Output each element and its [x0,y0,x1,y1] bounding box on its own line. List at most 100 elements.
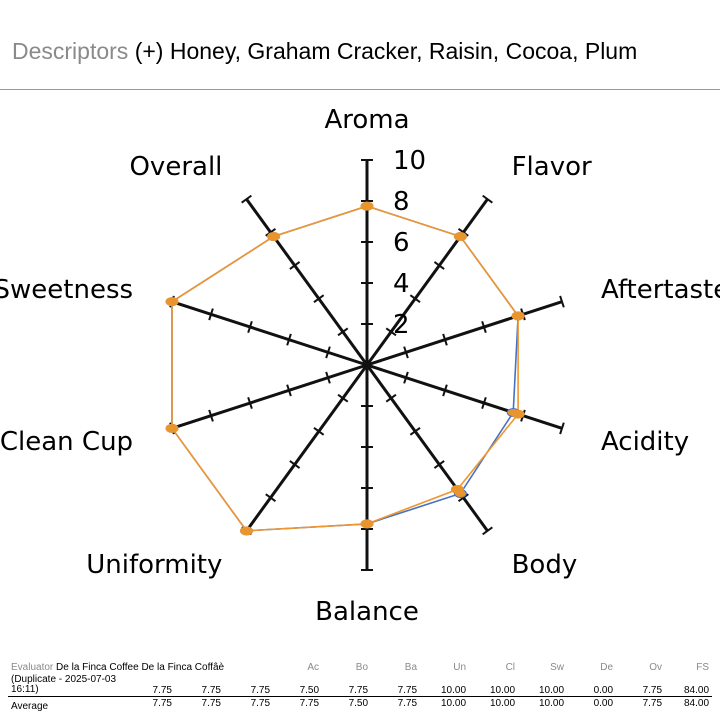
table-row: (Duplicate - 2025-07-03 16:11) 7.75 7.75… [8,675,712,697]
radar-tick [403,346,409,359]
radial-tick-label: 6 [393,228,410,258]
table-cell: 7.75 [397,685,418,696]
table-cell: 0.00 [567,696,617,712]
series-1-point [240,526,254,536]
radar-tick [559,295,565,308]
table-cell: 7.50 [299,685,320,696]
header-divider [0,89,720,90]
series-1-point [165,423,179,433]
radar-axis-overall [245,198,369,366]
col-header: Cl [505,662,516,673]
category-label: Body [512,550,578,580]
category-label: Aftertaste [601,275,720,305]
radar-tick [442,333,448,346]
category-label: Clean Cup [0,427,133,457]
radar-tick [385,393,397,403]
series-1-point [360,519,374,529]
radar-axis-clean-cup [171,363,368,430]
series-1-point [165,297,179,307]
col-header: Ac [307,662,320,673]
table-cell: 10.00 [469,696,519,712]
row-label: (Duplicate - 2025-07-03 16:11) [11,674,117,695]
evaluator-label: Evaluator [11,662,54,673]
table-cell: 7.75 [616,696,666,712]
category-label: Uniformity [86,550,222,580]
table-cell: 7.75 [152,685,172,696]
series-0-line [171,205,519,532]
radar-chart: 2 4 6 8 10 Aroma Flavor Aftertaste Acidity Body Ba… [0,105,720,627]
col-header: Un [453,662,467,673]
series-1-point [453,231,467,241]
radar-tick [337,327,349,337]
radar-axis-body [365,364,489,532]
table-cell: 7.75 [642,685,663,696]
radar-tick [325,371,331,384]
radar-tick [442,384,448,397]
col-header: Ov [649,662,663,673]
table-cell: 10.00 [490,685,516,696]
radar-tick [247,320,253,334]
series-1-point [360,201,374,211]
radar-axis-aftertaste [366,300,563,367]
radar-axis-uniformity [245,364,369,532]
radial-tick-label: 8 [393,187,410,217]
score-table: Evaluator De la Finca Coffee De la Finca… [8,662,713,712]
radar-tick [265,227,277,237]
radar-tick [481,396,487,410]
radar-tick [409,427,421,436]
radar-tick [289,460,301,469]
radar-tick [482,194,493,204]
radar-axis-sweetness [171,300,368,367]
radar-tick [286,333,292,346]
radar-tick [403,371,409,384]
radar-axis-acidity [366,363,563,430]
radar-tick [325,346,331,359]
table-cell: 10.00 [518,696,568,712]
category-label: Sweetness [0,275,133,305]
radar-tick [313,427,325,436]
col-header: Bo [355,662,369,673]
table-cell: 10.00 [539,685,565,696]
evaluator-name: De la Finca Coffee De la Finca Coffâè [56,662,225,673]
radar-tick [433,261,445,270]
table-cell: 84.00 [684,685,710,696]
radar-tick [289,261,301,270]
table-cell: 7.75 [273,696,323,712]
table-cell: 7.75 [175,696,224,712]
descriptors-value: (+) Honey, Graham Cracker, Raisin, Cocoa… [134,38,638,64]
table-cell: 7.75 [348,685,369,696]
radar-tick [482,526,493,536]
category-label: Acidity [601,427,689,457]
radar-tick [286,384,292,397]
table-cell: 7.75 [250,685,271,696]
category-label: Balance [315,597,419,627]
radar-tick [433,460,445,469]
category-label: Aroma [324,105,409,135]
table-cell: 10.00 [441,685,467,696]
col-header: Ba [404,662,418,673]
radar-tick [313,294,325,303]
col-header: FS [696,662,710,673]
radar-tick [409,294,421,303]
series-1-point [511,311,525,321]
table-cell: 7.50 [322,696,372,712]
series-1-point [450,484,464,494]
table-cell: 7.75 [224,696,274,712]
table-cell: 7.75 [371,696,421,712]
radar-tick [385,327,397,337]
row-label: Average [8,696,126,712]
table-cell: 10.00 [420,696,470,712]
radar-tick [481,320,487,334]
radar-tick [337,393,349,403]
radar-tick [457,227,469,237]
table-row-average: Average 7.75 7.75 7.75 7.75 7.50 7.75 10… [8,696,713,712]
radar-tick [265,493,277,503]
table-cell: 7.75 [201,685,221,696]
radar-tick [208,308,214,321]
radial-tick-label: 10 [393,146,426,176]
category-label: Flavor [512,152,592,182]
category-label: Overall [129,152,222,182]
radial-tick-label: 4 [393,269,410,299]
descriptors-label: Descriptors [12,38,129,64]
radar-tick [208,409,214,422]
